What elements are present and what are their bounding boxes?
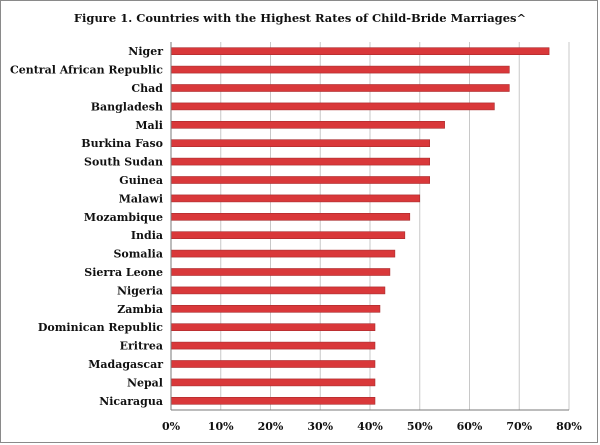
gridlines [220,42,570,410]
x-axis-ticks: 0% 10% 20% 30% 40% 50% 60% 70% 80% [162,420,582,433]
category-label: Bangladesh [91,100,163,113]
category-label: Burkina Faso [81,137,163,150]
x-tick-label: 50% [407,420,433,433]
x-tick-label: 0% [162,420,181,433]
x-tick-label: 70% [506,420,532,433]
x-tick-label: 30% [307,420,333,433]
bar [170,157,431,166]
bar [170,249,396,258]
bar [170,304,381,313]
bar [170,378,376,387]
bar [170,323,376,332]
category-label: Zambia [117,303,163,316]
bar [170,213,411,221]
category-label: Madagascar [88,358,163,371]
category-label: Mozambique [84,211,163,224]
bar [170,65,510,74]
category-label: Chad [131,82,163,95]
bar [170,121,445,129]
chart-title: Figure 1. Countries with the Highest Rat… [74,11,526,25]
bar [170,194,421,203]
category-label: Central African Republic [10,64,163,77]
x-tick-label: 20% [258,420,284,433]
bar [170,47,550,56]
category-label: Dominican Republic [38,321,163,334]
x-tick-label: 60% [457,420,483,433]
category-label: South Sudan [84,156,163,169]
bar [170,286,386,295]
bar [170,139,431,147]
bars [170,47,550,405]
bar [170,176,431,184]
bar [170,102,495,111]
bar [170,360,376,368]
category-label: Nigeria [117,284,163,297]
category-labels: Niger Central African Republic Chad Banglad… [10,45,163,408]
bar [170,84,510,92]
x-tick-label: 80% [556,420,582,433]
category-label: Somalia [113,248,163,261]
category-label: Eritrea [120,340,163,353]
category-label: Malawi [119,192,163,205]
category-label: India [131,229,163,242]
bar [170,268,391,276]
category-label: Nepal [127,376,163,389]
category-label: Guinea [119,174,163,187]
bar [170,231,406,239]
category-label: Nicaragua [99,395,163,408]
x-tick-label: 10% [208,420,234,433]
bar [170,341,376,350]
bar [170,396,376,405]
category-label: Mali [135,119,163,132]
category-label: Niger [128,45,163,58]
category-label: Sierra Leone [84,266,163,279]
x-tick-label: 40% [357,420,383,433]
